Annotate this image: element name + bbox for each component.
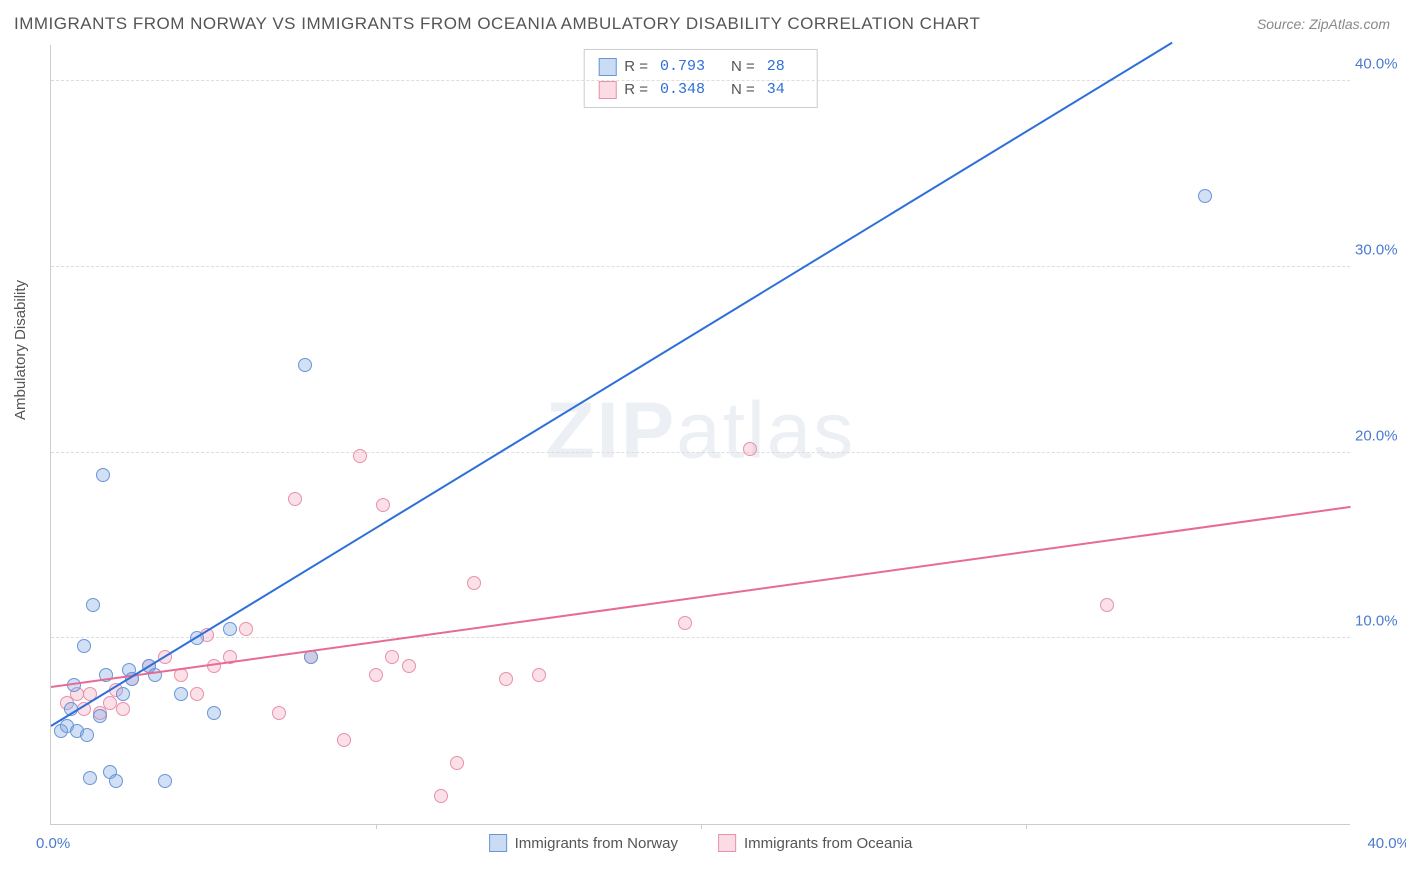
data-point <box>369 668 383 682</box>
x-tick-mark <box>701 824 702 829</box>
data-point <box>402 659 416 673</box>
data-point <box>77 639 91 653</box>
data-point <box>337 733 351 747</box>
data-point <box>298 358 312 372</box>
gridline <box>51 266 1350 267</box>
gridline <box>51 452 1350 453</box>
data-point <box>743 442 757 456</box>
swatch-pink <box>718 834 736 852</box>
legend-label-pink: Immigrants from Oceania <box>744 835 912 852</box>
n-label: N = <box>731 79 755 102</box>
x-tick-mark <box>1026 824 1027 829</box>
legend-item-blue: Immigrants from Norway <box>489 834 678 852</box>
x-tick-max: 40.0% <box>1367 835 1406 852</box>
swatch-blue <box>598 58 616 76</box>
data-point <box>353 449 367 463</box>
series-legend: Immigrants from Norway Immigrants from O… <box>489 834 913 852</box>
watermark: ZIPatlas <box>546 384 855 476</box>
data-point <box>174 687 188 701</box>
data-point <box>288 492 302 506</box>
swatch-pink <box>598 81 616 99</box>
legend-row-blue: R = 0.793 N = 28 <box>598 56 803 79</box>
data-point <box>272 706 286 720</box>
n-value-blue: 28 <box>767 56 785 79</box>
data-point <box>467 576 481 590</box>
gridline <box>51 637 1350 638</box>
r-value-blue: 0.793 <box>660 56 705 79</box>
legend-item-pink: Immigrants from Oceania <box>718 834 912 852</box>
data-point <box>190 687 204 701</box>
data-point <box>239 622 253 636</box>
data-point <box>223 622 237 636</box>
chart-title: IMMIGRANTS FROM NORWAY VS IMMIGRANTS FRO… <box>14 14 980 34</box>
y-tick-label: 40.0% <box>1355 56 1406 73</box>
y-tick-label: 10.0% <box>1355 613 1406 630</box>
data-point <box>1100 598 1114 612</box>
y-tick-label: 20.0% <box>1355 427 1406 444</box>
data-point <box>499 672 513 686</box>
legend-label-blue: Immigrants from Norway <box>515 835 678 852</box>
plot-area: ZIPatlas R = 0.793 N = 28 R = 0.348 N = … <box>50 45 1350 825</box>
data-point <box>207 706 221 720</box>
y-tick-label: 30.0% <box>1355 241 1406 258</box>
r-label: R = <box>624 79 648 102</box>
data-point <box>109 774 123 788</box>
data-point <box>158 774 172 788</box>
data-point <box>678 616 692 630</box>
r-value-pink: 0.348 <box>660 79 705 102</box>
data-point <box>93 709 107 723</box>
n-value-pink: 34 <box>767 79 785 102</box>
source-label: Source: ZipAtlas.com <box>1257 16 1390 32</box>
data-point <box>96 468 110 482</box>
y-axis-label: Ambulatory Disability <box>12 280 29 420</box>
data-point <box>116 687 130 701</box>
n-label: N = <box>731 56 755 79</box>
gridline <box>51 80 1350 81</box>
data-point <box>385 650 399 664</box>
data-point <box>434 789 448 803</box>
data-point <box>86 598 100 612</box>
data-point <box>532 668 546 682</box>
r-label: R = <box>624 56 648 79</box>
swatch-blue <box>489 834 507 852</box>
data-point <box>103 696 117 710</box>
trend-line <box>51 506 1351 688</box>
data-point <box>83 771 97 785</box>
data-point <box>116 702 130 716</box>
data-point <box>80 728 94 742</box>
trend-line <box>50 42 1172 727</box>
data-point <box>376 498 390 512</box>
data-point <box>450 756 464 770</box>
correlation-legend: R = 0.793 N = 28 R = 0.348 N = 34 <box>583 49 818 108</box>
x-tick-mark <box>376 824 377 829</box>
data-point <box>1198 189 1212 203</box>
x-tick-0: 0.0% <box>36 835 70 852</box>
legend-row-pink: R = 0.348 N = 34 <box>598 79 803 102</box>
